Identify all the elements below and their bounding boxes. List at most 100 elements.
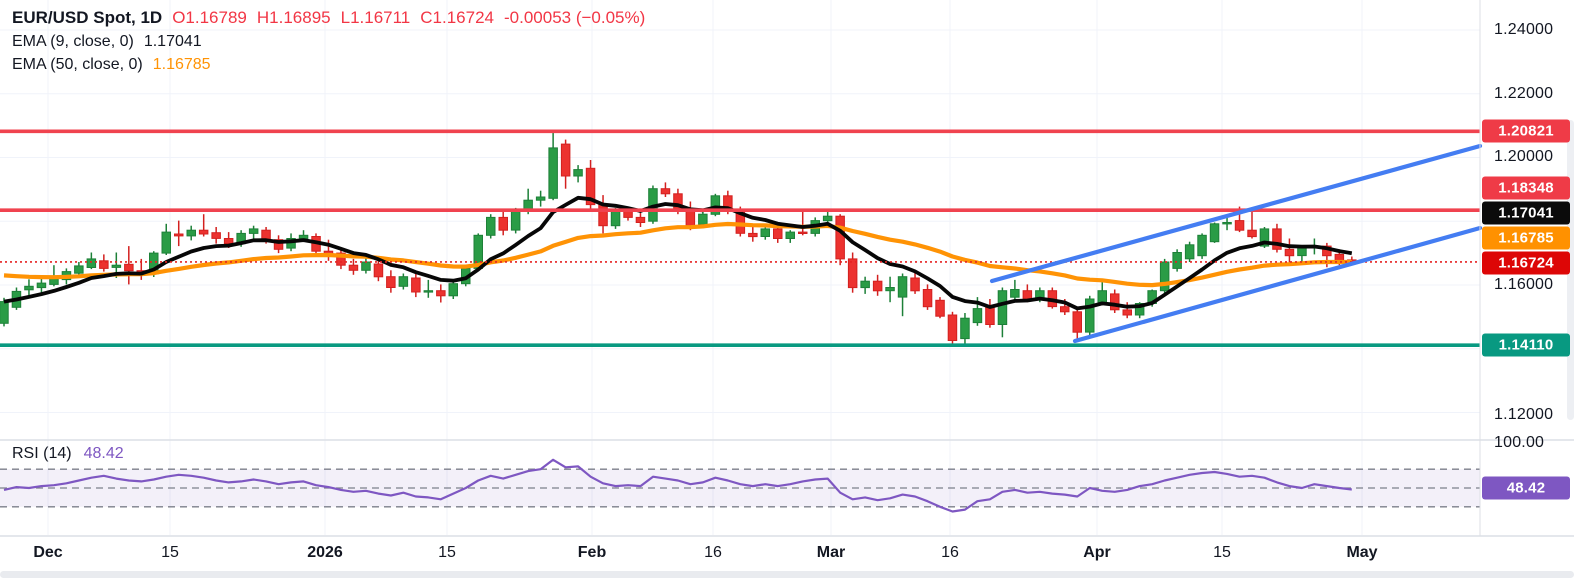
candle-body (373, 263, 384, 278)
candle-body (860, 280, 870, 289)
rsi-legend-row[interactable]: RSI (14) 48.42 (12, 445, 124, 463)
gridlines-layer (0, 0, 1480, 535)
candle-body (635, 216, 646, 223)
candle-body (111, 264, 122, 268)
level-lines-layer[interactable] (0, 129, 1480, 348)
symbol-legend-row[interactable]: EUR/USD Spot, 1D O1.16789 H1.16895 L1.16… (12, 8, 645, 28)
ohlc-open: O1.16789 (172, 8, 247, 27)
candle-body (124, 263, 134, 272)
candle-body (1122, 309, 1132, 316)
candle-body (1172, 252, 1182, 269)
candle-body (935, 299, 945, 317)
candle-body (36, 282, 47, 289)
price-axis-label: 1.20000 (1494, 148, 1554, 165)
candle-body (1297, 247, 1307, 257)
channel-lower-line (1072, 225, 1483, 344)
candle-body (74, 265, 84, 274)
rsi-value: 48.42 (83, 445, 124, 462)
ohlc-low: L1.16711 (340, 8, 411, 27)
ema50-label: EMA (50, close, 0) (12, 56, 143, 73)
time-axis-label: 15 (161, 544, 179, 561)
candle-body (174, 233, 184, 237)
candle-body (598, 204, 608, 227)
candle-body (610, 210, 621, 227)
horizontal-scrollbar[interactable] (0, 571, 1574, 578)
candle-body (198, 229, 209, 235)
rsi-line[interactable] (3, 458, 1352, 513)
ema9-line[interactable] (3, 195, 1353, 311)
candle-body (1010, 289, 1020, 298)
candle-body (573, 169, 583, 177)
rsi-label: RSI (14) (12, 445, 72, 462)
candle-body (211, 232, 221, 239)
candle-body (847, 258, 858, 289)
candle-body (897, 276, 908, 298)
candle-body (960, 317, 970, 340)
candle-body (348, 264, 359, 271)
price-badge: 1.17041 (1482, 201, 1570, 225)
price-axis-label: 1.22000 (1494, 85, 1554, 102)
candle-body (486, 216, 496, 236)
time-axis-label: Mar (816, 544, 846, 561)
ema9-label: EMA (9, close, 0) (12, 33, 134, 50)
ohlc-high: H1.16895 (256, 8, 331, 27)
candle-body (698, 213, 708, 225)
price-axis-label: 1.16000 (1494, 276, 1554, 293)
ema50-line[interactable] (3, 221, 1352, 288)
trend-channel-layer[interactable] (989, 143, 1483, 344)
candle-body (86, 258, 97, 268)
price-axis-label: 1.12000 (1494, 406, 1554, 423)
ema50-legend-row[interactable]: EMA (50, close, 0) 1.16785 (12, 56, 645, 74)
vertical-scrollbar[interactable] (1567, 120, 1574, 420)
candle-body (835, 215, 845, 260)
candle-body (773, 228, 783, 239)
candle-body (99, 260, 109, 269)
candle-body (186, 229, 196, 237)
price-badge: 1.16724 (1482, 251, 1570, 275)
candle-body (760, 228, 770, 237)
time-axis-label: Apr (1083, 544, 1111, 561)
candle-body (922, 289, 933, 308)
candle-body (273, 239, 284, 250)
candle-body (785, 231, 795, 240)
ema50-value: 1.16785 (152, 56, 211, 73)
price-axis[interactable]: 1.24000 1.22000 1.20000 1.16000 1.12000 100.0… (1481, 0, 1574, 535)
price-axis-label: 1.24000 (1494, 21, 1554, 38)
time-axis-label: May (1346, 544, 1378, 561)
candle-body (1110, 293, 1120, 311)
candle-body (1159, 261, 1170, 292)
price-badge: 1.14110 (1482, 333, 1570, 357)
candle-body (436, 290, 446, 297)
candle-body (223, 238, 234, 245)
candle-body (1022, 290, 1033, 300)
ema9-legend-row[interactable]: EMA (9, close, 0) 1.17041 (12, 33, 645, 51)
candle-body (361, 261, 371, 271)
candle-body (248, 228, 259, 234)
candle-body (0, 301, 9, 324)
candle-body (972, 308, 983, 324)
price-axis-label: 100.00 (1494, 434, 1545, 451)
candle-body (24, 285, 34, 291)
candle-body (822, 215, 833, 222)
candle-body (1134, 303, 1145, 316)
time-axis[interactable]: Dec 15 2026 15 Feb 16 Mar 16 Apr 15 May (0, 536, 1574, 570)
candle-body (910, 277, 920, 292)
price-badge: 1.16785 (1482, 226, 1570, 250)
candle-body (548, 147, 558, 199)
change-value: -0.00053 (−0.05%) (504, 8, 646, 27)
candle-body (585, 167, 596, 206)
candle-body (997, 290, 1008, 326)
candle-body (1259, 228, 1270, 247)
candle-body (510, 210, 521, 231)
symbol-title: EUR/USD Spot, 1D (12, 8, 163, 27)
price-badge: 1.18348 (1482, 176, 1570, 200)
candle-body (1197, 234, 1207, 257)
candle-body (1247, 229, 1257, 238)
candle-body (685, 209, 696, 227)
time-axis-label: Feb (577, 544, 607, 561)
time-axis-label: 15 (438, 544, 456, 561)
candle-body (1209, 223, 1220, 243)
candle-body (411, 277, 421, 293)
